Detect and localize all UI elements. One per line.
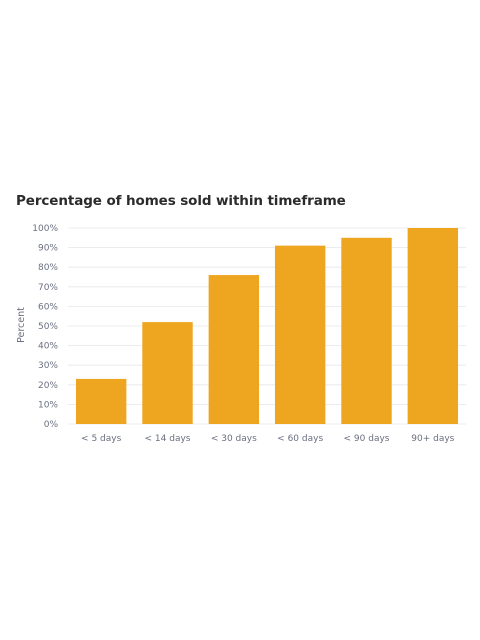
y-tick-label: 0% xyxy=(44,420,59,430)
y-tick-label: 100% xyxy=(32,224,58,234)
x-axis-ticks: < 5 days < 14 days < 30 days < 60 days < 90 … xyxy=(81,434,455,444)
bar xyxy=(407,228,459,424)
bar xyxy=(208,275,260,424)
y-axis-ticks: 0% 10% 20% 30% 40% 50% 60% 70% 80% 90% 100% xyxy=(32,224,58,430)
y-tick-label: 20% xyxy=(38,381,58,391)
y-tick-label: 60% xyxy=(38,302,58,312)
x-tick-label: 90+ days xyxy=(411,434,454,444)
y-tick-label: 90% xyxy=(38,244,58,254)
bar xyxy=(274,245,326,424)
y-axis-label: Percent xyxy=(16,307,27,343)
x-tick-label: < 30 days xyxy=(211,434,257,444)
chart-title: Percentage of homes sold within timefram… xyxy=(16,193,346,209)
x-tick-label: < 14 days xyxy=(145,434,191,444)
y-tick-label: 10% xyxy=(38,400,58,410)
bar xyxy=(75,378,127,424)
y-tick-label: 30% xyxy=(38,361,58,371)
bars xyxy=(75,228,459,424)
bar xyxy=(142,322,193,424)
x-tick-label: < 60 days xyxy=(277,434,323,444)
x-tick-label: < 90 days xyxy=(344,434,390,444)
x-tick-label: < 5 days xyxy=(81,434,122,444)
y-tick-label: 80% xyxy=(38,263,58,273)
bar xyxy=(341,237,392,424)
y-tick-label: 50% xyxy=(38,322,58,332)
grid-lines xyxy=(68,227,466,425)
y-tick-label: 40% xyxy=(38,342,58,352)
y-tick-label: 70% xyxy=(38,283,58,293)
